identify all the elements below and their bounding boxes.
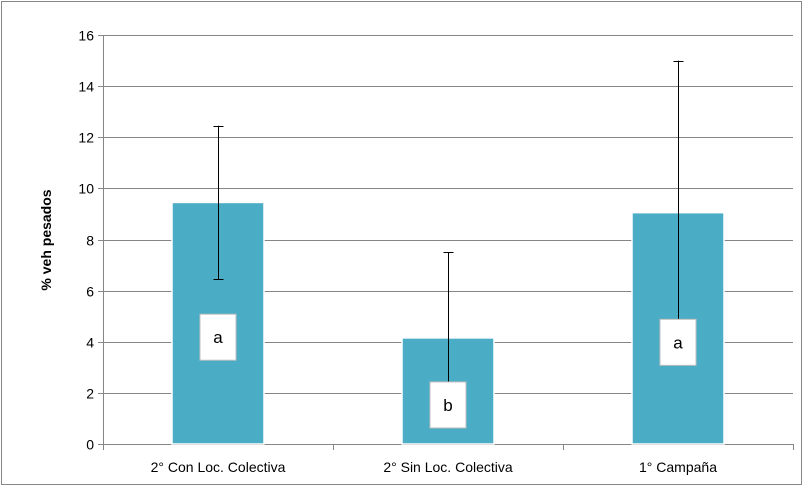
- x-category-label: 2° Con Loc. Colectiva: [151, 459, 286, 475]
- y-tick-label: 8: [86, 233, 94, 249]
- y-tick-label: 6: [86, 284, 94, 300]
- significance-box: [429, 381, 467, 429]
- y-tick-label: 4: [86, 335, 94, 351]
- y-tick-label: 0: [86, 437, 94, 453]
- significance-labels: a b a: [199, 313, 697, 429]
- x-category-label: 1° Campaña: [639, 459, 717, 475]
- y-tick-label: 14: [78, 79, 94, 95]
- significance-box: [659, 318, 697, 366]
- y-tick-label: 12: [78, 130, 94, 146]
- y-axis-title: % veh pesados: [38, 189, 54, 290]
- significance-box: [199, 313, 237, 361]
- y-tick-label: 10: [78, 181, 94, 197]
- x-category-label: 2° Sin Loc. Colectiva: [383, 459, 513, 475]
- y-tick-label: 2: [86, 386, 94, 402]
- significance-label: a: [213, 328, 223, 347]
- y-tick-label: 16: [78, 28, 94, 44]
- significance-label: b: [443, 396, 452, 415]
- axes: 0 2 4 6 8 10 12 14 16 2° Con Loc. Colectiva 2° Sin…: [78, 28, 794, 475]
- significance-label: a: [673, 333, 683, 352]
